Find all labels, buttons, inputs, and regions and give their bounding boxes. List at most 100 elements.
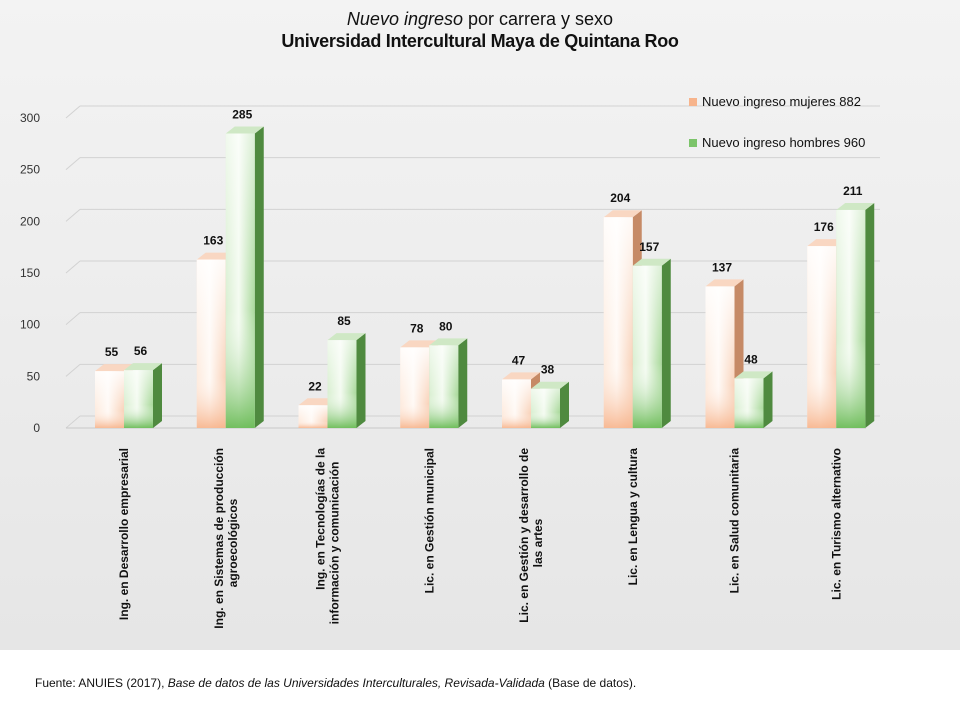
y-tick-label: 100 <box>20 318 40 332</box>
data-label: 38 <box>541 363 555 377</box>
gridline-depth <box>65 105 81 119</box>
bar-men <box>124 363 162 428</box>
gridline-depth <box>65 363 81 377</box>
title-italic: Nuevo ingreso <box>346 9 463 29</box>
bar-shade <box>400 347 430 428</box>
gridline-depth <box>65 157 81 171</box>
data-label: 47 <box>512 353 526 367</box>
y-tick-label: 50 <box>27 369 41 383</box>
legend: Nuevo ingreso mujeres 882 Nuevo ingreso h… <box>689 94 865 150</box>
bar-women <box>705 279 744 428</box>
bar-side <box>458 338 468 428</box>
bar-shade <box>531 388 560 428</box>
bar-top <box>124 363 162 371</box>
bar-side <box>560 381 569 428</box>
x-tick-line: Lic. en Turismo alternativo <box>829 448 843 600</box>
bar-side <box>865 202 875 428</box>
title-line2: Universidad Intercultural Maya de Quinta… <box>281 31 679 51</box>
x-tick-label: Ing. en Desarrollo empresarial <box>117 448 131 620</box>
gridline-depth <box>65 312 81 326</box>
x-tick-line: información y comunicación <box>328 462 342 625</box>
data-label: 80 <box>439 319 453 333</box>
bar-shade <box>196 259 226 428</box>
bar-shade <box>632 265 662 428</box>
bar-men <box>531 381 569 428</box>
x-tick-line: Lic. en Gestión y desarrollo de <box>517 448 531 623</box>
bar-shade <box>327 340 357 428</box>
data-label: 204 <box>610 191 630 205</box>
legend-item-men: Nuevo ingreso hombres 960 <box>689 135 865 150</box>
x-tick-label: Lic. en Lengua y cultura <box>626 448 640 586</box>
bars <box>95 126 875 428</box>
chart-panel <box>0 0 960 650</box>
bar-top <box>400 340 439 348</box>
x-tick-line: Lic. en Lengua y cultura <box>626 448 640 586</box>
bar-side <box>153 363 162 428</box>
data-label: 55 <box>105 345 119 359</box>
bar-men <box>632 258 671 428</box>
y-axis: 0 50 100 150 200 250 300 <box>20 111 40 435</box>
x-tick-line: Ing. en Sistemas de producción <box>212 448 226 629</box>
x-tick-label: Lic. en Turismo alternativo <box>829 448 843 600</box>
data-label: 176 <box>814 220 834 234</box>
legend-label: Nuevo ingreso hombres 960 <box>702 135 865 150</box>
x-tick-line: agroecológicos <box>226 498 240 587</box>
bar-top <box>327 333 366 341</box>
data-label: 211 <box>843 184 863 198</box>
x-tick-label: Ing. en Sistemas de producciónagroecológ… <box>212 448 240 629</box>
bar-top <box>836 202 875 210</box>
y-tick-label: 200 <box>20 214 40 228</box>
data-label: 137 <box>712 260 732 274</box>
data-label: 163 <box>203 234 223 248</box>
gridline-depth <box>65 260 81 274</box>
bar-shade <box>807 246 837 428</box>
source-prefix: Fuente: ANUIES (2017), <box>35 676 168 690</box>
bar-shade <box>429 345 459 428</box>
legend-swatch <box>689 98 697 106</box>
bar-shade <box>734 378 764 428</box>
data-labels: 55 56 163 285 22 85 78 80 47 38 204 157 137 48 176 211 <box>105 108 863 394</box>
bar-shade <box>603 217 633 428</box>
bar-shade <box>95 371 124 428</box>
data-label: 78 <box>410 321 424 335</box>
source-note: Fuente: ANUIES (2017), Base de datos de … <box>35 676 636 690</box>
bar-shade <box>225 133 255 428</box>
bar-men <box>327 333 366 428</box>
bar-top <box>734 371 773 379</box>
bar-men <box>836 202 875 428</box>
data-label: 56 <box>134 344 148 358</box>
x-axis: Ing. en Desarrollo empresarial Ing. en Si… <box>117 448 843 629</box>
bar-shade <box>836 209 866 428</box>
bar-top <box>531 381 569 389</box>
title-rest: por carrera y sexo <box>463 9 614 29</box>
x-tick-line: Ing. en Tecnologías de la <box>314 448 328 590</box>
x-tick-line: Lic. en Salud comunitaria <box>728 448 742 594</box>
y-tick-label: 150 <box>20 266 40 280</box>
bar-top <box>632 258 671 266</box>
bar-men <box>225 126 264 428</box>
bar-men <box>429 338 468 428</box>
data-label: 48 <box>744 352 758 366</box>
gridline-depth <box>65 208 81 222</box>
x-tick-line: Lic. en Gestión municipal <box>422 448 436 593</box>
bar-shade <box>502 379 531 428</box>
source-suffix: (Base de datos). <box>544 676 637 690</box>
bar-shade <box>705 286 735 428</box>
source-italic: Base de datos de las Universidades Inter… <box>167 676 545 690</box>
x-tick-line: Ing. en Desarrollo empresarial <box>117 448 131 620</box>
y-tick-label: 0 <box>33 421 40 435</box>
bar-men <box>734 371 773 428</box>
bar-side <box>661 258 671 428</box>
bar-top <box>196 252 235 260</box>
bar-side <box>763 371 773 428</box>
x-tick-label: Lic. en Salud comunitaria <box>728 448 742 594</box>
y-tick-label: 300 <box>20 111 40 125</box>
bar-chart: 0 50 100 150 200 250 300 55 56 163 285 22 85 78 80 47 3… <box>20 94 880 629</box>
x-tick-label: Lic. en Gestión municipal <box>422 448 436 593</box>
data-label: 85 <box>337 314 351 328</box>
bar-top <box>807 239 846 247</box>
chart-title: Nuevo ingreso por carrera y sexo Univers… <box>0 8 960 52</box>
bar-side <box>254 126 264 428</box>
bar-top <box>298 398 337 406</box>
bar-top <box>705 279 744 287</box>
